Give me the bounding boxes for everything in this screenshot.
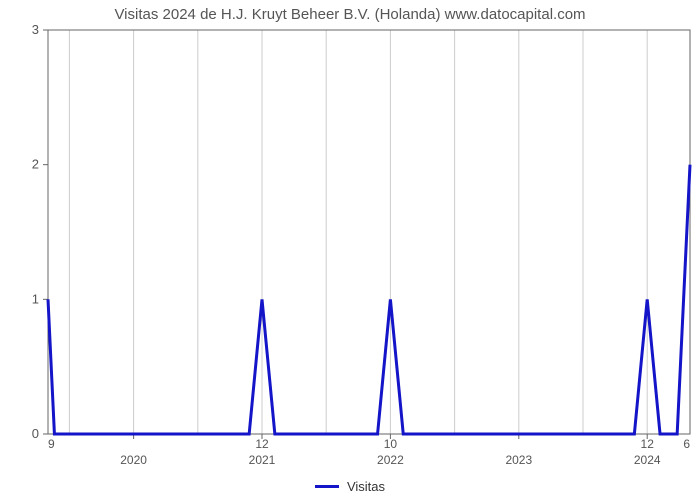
y-tick-label: 2 (32, 157, 39, 172)
x-tick-label: 2022 (377, 453, 404, 467)
chart-title: Visitas 2024 de H.J. Kruyt Beheer B.V. (… (0, 6, 700, 23)
data-point-label: 10 (384, 437, 398, 451)
chart-root: Visitas 2024 de H.J. Kruyt Beheer B.V. (… (0, 0, 700, 500)
chart-legend: Visitas (0, 475, 700, 494)
data-point-label: 6 (683, 437, 690, 451)
data-point-label: 12 (641, 437, 655, 451)
x-tick-label: 2023 (505, 453, 532, 467)
chart-svg: 01232020202120222023202491210126 (0, 0, 700, 470)
data-point-label: 12 (255, 437, 269, 451)
x-tick-label: 2020 (120, 453, 147, 467)
legend-item: Visitas (315, 479, 385, 494)
y-tick-label: 3 (32, 22, 39, 37)
x-tick-label: 2021 (249, 453, 276, 467)
y-tick-label: 1 (32, 291, 39, 306)
legend-label: Visitas (347, 479, 385, 494)
data-point-label: 9 (48, 437, 55, 451)
legend-swatch (315, 485, 339, 488)
x-tick-label: 2024 (634, 453, 661, 467)
y-tick-label: 0 (32, 426, 39, 441)
